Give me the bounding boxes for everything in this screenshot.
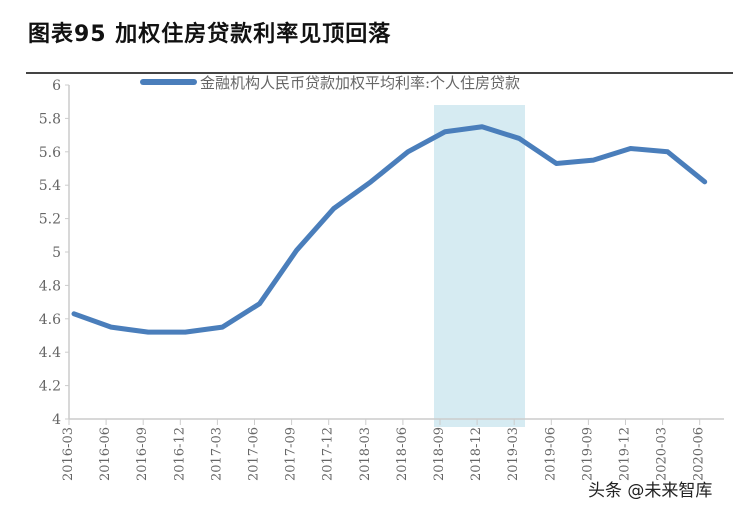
data-point [259,303,260,305]
legend-label: 金融机构人民币贷款加权平均利率:个人住房贷款 [200,74,520,92]
data-point [592,159,594,161]
title-divider [26,72,733,74]
x-tick-label: 2017-06 [247,427,262,481]
y-tick-label: 5.8 [39,111,61,127]
y-tick-label: 4.6 [39,312,61,328]
x-tick-label: 2019-06 [543,427,558,481]
data-point [221,326,223,328]
y-tick-label: 4.2 [39,379,61,395]
x-tick-label: 2019-12 [618,427,633,481]
x-tick-label: 2016-12 [172,427,187,481]
data-point [481,126,483,128]
watermark: 头条 @未来智库 [588,481,713,501]
y-tick-label: 4 [52,412,61,428]
data-point [73,313,75,315]
highlight-band [434,105,525,427]
x-tick-label: 2016-09 [135,427,150,481]
data-point [704,181,706,183]
y-tick-label: 5.4 [39,178,61,194]
data-point [184,331,186,333]
data-point [667,151,669,153]
x-tick-label: 2017-09 [284,427,299,481]
data-point [407,151,409,153]
data-point [370,181,372,183]
x-tick-label: 2018-12 [469,427,484,481]
y-tick-label: 6 [52,78,61,94]
y-tick-label: 5 [52,245,61,261]
x-tick-label: 2018-09 [432,427,447,481]
data-point [296,249,298,251]
series-line [71,124,708,335]
y-tick-label: 5.6 [39,145,61,161]
data-point [110,326,112,328]
x-tick-label: 2016-06 [98,427,113,481]
data-point [630,147,631,149]
chart-title: 图表95 加权住房贷款利率见顶回落 [28,22,392,47]
y-tick-label: 4.4 [39,345,61,361]
x-tick-label: 2019-03 [506,427,521,481]
data-point [444,131,446,133]
x-tick-label: 2018-06 [395,427,410,481]
x-tick-label: 2017-03 [209,427,224,481]
x-tick-label: 2017-12 [321,427,336,481]
y-tick-label: 5.2 [39,212,61,228]
data-point [555,162,557,164]
data-point [147,331,149,333]
x-tick-label: 2020-03 [655,427,670,481]
x-tick-label: 2018-03 [358,427,373,481]
x-tick-label: 2016-03 [61,427,76,481]
data-point [333,208,335,210]
x-tick-label: 2020-06 [692,427,707,481]
data-point [518,137,520,139]
x-tick-label: 2019-09 [580,427,595,481]
y-tick-label: 4.8 [39,278,61,294]
